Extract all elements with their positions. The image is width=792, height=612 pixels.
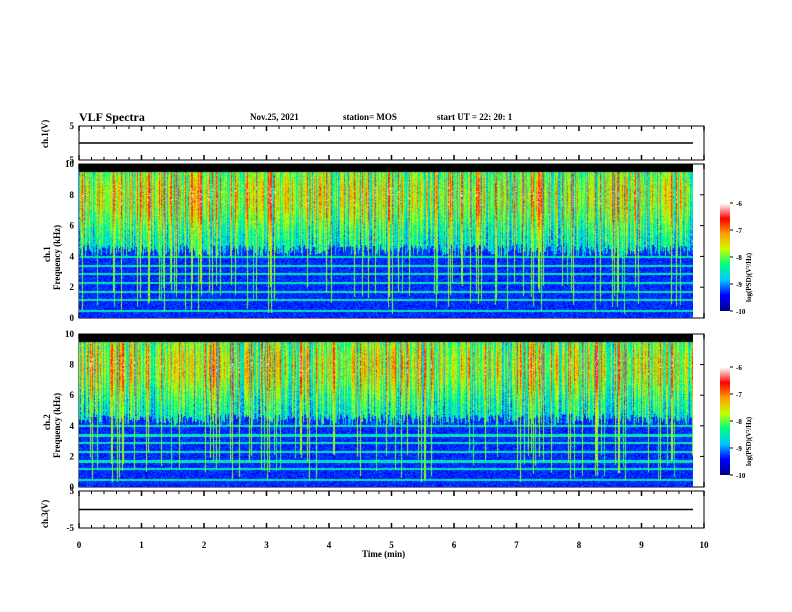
ch2-colorbar-label: log(PSD)(V²/Hz) — [745, 416, 753, 466]
y-tick-label: 6 — [70, 221, 75, 231]
y-tick-label: 5 — [70, 486, 75, 496]
colorbar-tick-label: -6 — [736, 200, 742, 208]
ch2-colorbar — [720, 367, 730, 475]
ch1-colorbar — [720, 203, 730, 311]
ch1-frequency-label: Frequency (kHz) — [52, 224, 62, 290]
y-tick-label: 0 — [70, 313, 75, 323]
y-tick-label: 8 — [70, 190, 75, 200]
y-tick-label: 0 — [70, 482, 75, 492]
ch1-label: ch.1 — [42, 246, 52, 262]
y-tick-label: -5 — [67, 523, 75, 533]
y-tick-label: 4 — [70, 251, 75, 261]
y-tick-label: 10 — [65, 159, 75, 169]
colorbar-tick-label: -9 — [736, 445, 742, 453]
y-tick-label: 5 — [70, 121, 75, 131]
x-tick-label: 4 — [327, 540, 332, 550]
colorbar-tick-label: -8 — [736, 254, 742, 262]
y-tick-label: 8 — [70, 360, 75, 370]
ch3-voltage-label: ch.3(V) — [40, 499, 50, 528]
x-tick-label: 8 — [577, 540, 582, 550]
colorbar-tick-label: -7 — [736, 391, 742, 399]
colorbar-tick-label: -6 — [736, 364, 742, 372]
ch2-spectrogram — [79, 334, 693, 487]
x-tick-label: 6 — [452, 540, 457, 550]
ch1-voltage-label: ch.1(V) — [40, 119, 50, 148]
date-label: Nov.25, 2021 — [250, 112, 299, 122]
x-tick-label: 2 — [202, 540, 207, 550]
x-tick-label: 9 — [639, 540, 644, 550]
station-label: station= MOS — [343, 112, 397, 122]
y-tick-label: 6 — [70, 390, 75, 400]
ch1-spectrogram — [79, 164, 693, 318]
colorbar-tick-label: -8 — [736, 418, 742, 426]
x-tick-label: 10 — [700, 540, 710, 550]
ch1-colorbar-label: log(PSD)(V²/Hz) — [745, 252, 753, 302]
y-tick-label: 2 — [70, 451, 75, 461]
colorbar-tick-label: -7 — [736, 227, 742, 235]
x-tick-label: 0 — [77, 540, 82, 550]
x-axis-label: Time (min) — [362, 549, 406, 559]
ch2-frequency-label: Frequency (kHz) — [52, 392, 62, 458]
colorbar-tick-label: -10 — [736, 472, 746, 480]
y-tick-label: -5 — [67, 155, 75, 165]
x-tick-label: 3 — [264, 540, 269, 550]
x-tick-label: 5 — [389, 540, 394, 550]
y-tick-label: 10 — [65, 329, 75, 339]
colorbar-tick-label: -9 — [736, 281, 742, 289]
y-tick-label: 4 — [70, 421, 75, 431]
chart-title: VLF Spectra — [79, 110, 145, 124]
x-tick-label: 7 — [514, 540, 519, 550]
y-tick-label: 2 — [70, 282, 75, 292]
colorbar-tick-label: -10 — [736, 308, 746, 316]
ch2-label: ch.2 — [42, 414, 52, 430]
x-tick-label: 1 — [139, 540, 144, 550]
start-time-label: start UT = 22: 20: 1 — [437, 112, 513, 122]
